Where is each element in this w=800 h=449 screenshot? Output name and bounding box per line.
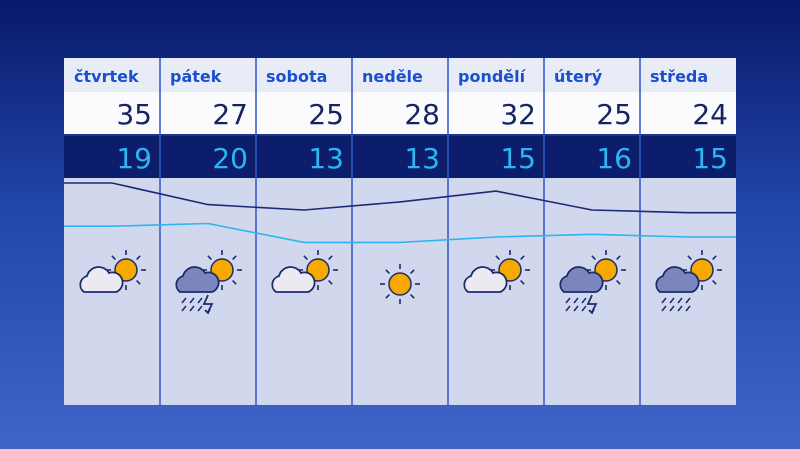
day-name: pondělí: [458, 67, 527, 86]
rain: [181, 305, 187, 312]
day-name: sobota: [266, 67, 327, 86]
day-name: středa: [650, 67, 708, 86]
rain: [565, 297, 571, 304]
rain: [181, 297, 187, 304]
weather-icon: [271, 250, 338, 293]
weather-icon: [559, 250, 626, 315]
rain: [197, 297, 203, 304]
high-line: [111, 182, 689, 214]
sun-ray: [111, 255, 116, 260]
rain: [669, 305, 675, 312]
high-temp: 32: [500, 98, 536, 131]
low-temp: 13: [404, 142, 440, 175]
rain: [685, 305, 691, 312]
rain: [661, 297, 667, 304]
rain: [581, 297, 587, 304]
header-row: [64, 58, 736, 92]
low-temp: 13: [308, 142, 344, 175]
sun-ray: [232, 280, 237, 285]
weather-icon: [463, 250, 530, 293]
sun-ray: [328, 255, 333, 260]
rain: [677, 297, 683, 304]
rain: [189, 305, 195, 312]
sun-ray: [328, 280, 333, 285]
high-temp: 27: [212, 98, 248, 131]
weather-icon: [175, 250, 242, 315]
high-temp: 25: [596, 98, 632, 131]
sun-ray: [385, 294, 390, 299]
sun-ray: [520, 280, 525, 285]
cloud: [463, 266, 508, 293]
cloud: [79, 266, 124, 293]
day-name: pátek: [170, 67, 222, 86]
rain: [677, 305, 683, 312]
low-row: [64, 136, 736, 178]
high-temp: 35: [116, 98, 152, 131]
low-temp: 15: [692, 142, 728, 175]
sun-ray: [385, 269, 390, 274]
low-temp: 20: [212, 142, 248, 175]
low-temp: 19: [116, 142, 152, 175]
sun-ray: [136, 255, 141, 260]
sun-ray: [616, 280, 621, 285]
sun-ray: [591, 255, 596, 260]
sun-ray: [687, 255, 692, 260]
day-name: neděle: [362, 67, 423, 86]
rain: [189, 297, 195, 304]
cloud: [175, 266, 220, 293]
low-temp: 16: [596, 142, 632, 175]
day-name: čtvrtek: [74, 67, 139, 86]
cloud: [655, 266, 700, 293]
rain: [685, 297, 691, 304]
lightning: [202, 294, 214, 315]
weather-icon: [655, 250, 722, 312]
weather-icon: [380, 264, 420, 304]
sun-ray: [410, 269, 415, 274]
rain: [197, 305, 203, 312]
cloud: [559, 266, 604, 293]
rain: [669, 297, 675, 304]
rain: [573, 297, 579, 304]
sun-ray: [303, 255, 308, 260]
high-row: [64, 92, 736, 134]
sun-ray: [712, 280, 717, 285]
columns: čtvrtek 35 19 pátek 27 20 sobota 25 13 neděle 28 13…: [64, 58, 736, 405]
high-temp: 24: [692, 98, 728, 131]
sun-ray: [207, 255, 212, 260]
low-temp: 15: [500, 142, 536, 175]
sun-ray: [136, 280, 141, 285]
sun-ray: [616, 255, 621, 260]
cloud: [271, 266, 316, 293]
sun-ray: [232, 255, 237, 260]
weather-icon: [79, 250, 146, 293]
rain: [661, 305, 667, 312]
day-name: úterý: [554, 67, 603, 86]
sun-ray: [520, 255, 525, 260]
rain: [573, 305, 579, 312]
rain: [581, 305, 587, 312]
low-line: [111, 222, 689, 244]
rain: [565, 305, 571, 312]
sun-ray: [410, 294, 415, 299]
high-temp: 25: [308, 98, 344, 131]
sun: [388, 272, 412, 296]
sun-ray: [712, 255, 717, 260]
sun-ray: [495, 255, 500, 260]
lightning: [586, 294, 598, 315]
high-temp: 28: [404, 98, 440, 131]
